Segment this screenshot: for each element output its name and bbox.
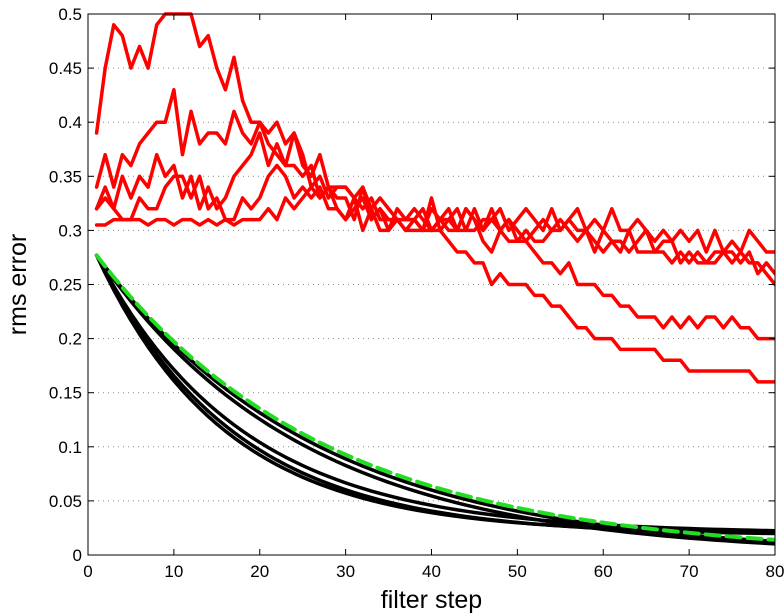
y-tick-label: 0.4 — [58, 113, 82, 132]
y-tick-label: 0.1 — [58, 438, 82, 457]
y-tick-label: 0 — [73, 546, 82, 565]
x-tick-label: 0 — [83, 562, 92, 581]
y-tick-label: 0.35 — [49, 167, 82, 186]
y-tick-label: 0.2 — [58, 330, 82, 349]
series-group — [97, 14, 775, 544]
x-tick-label: 50 — [508, 562, 527, 581]
y-tick-label: 0.5 — [58, 5, 82, 24]
y-tick-label: 0.15 — [49, 384, 82, 403]
ticks: 0 0.05 0.1 0.15 0.2 0.25 0.3 0.35 0.4 0.45 0.5 0 10 2… — [49, 5, 784, 581]
x-tick-label: 20 — [250, 562, 269, 581]
series-line-4 — [97, 187, 775, 252]
x-tick-label: 70 — [680, 562, 699, 581]
y-tick-label: 0.25 — [49, 276, 82, 295]
x-tick-label: 60 — [594, 562, 613, 581]
plot-frame — [88, 14, 775, 555]
y-tick-label: 0.05 — [49, 492, 82, 511]
y-tick-label: 0.3 — [58, 221, 82, 240]
x-tick-label: 80 — [766, 562, 784, 581]
y-tick-label: 0.45 — [49, 59, 82, 78]
grid — [88, 68, 775, 501]
x-tick-label: 30 — [336, 562, 355, 581]
x-tick-label: 10 — [164, 562, 183, 581]
y-axis-label: rms error — [4, 234, 32, 335]
x-axis-label: filter step — [381, 586, 482, 613]
x-tick-label: 40 — [422, 562, 441, 581]
